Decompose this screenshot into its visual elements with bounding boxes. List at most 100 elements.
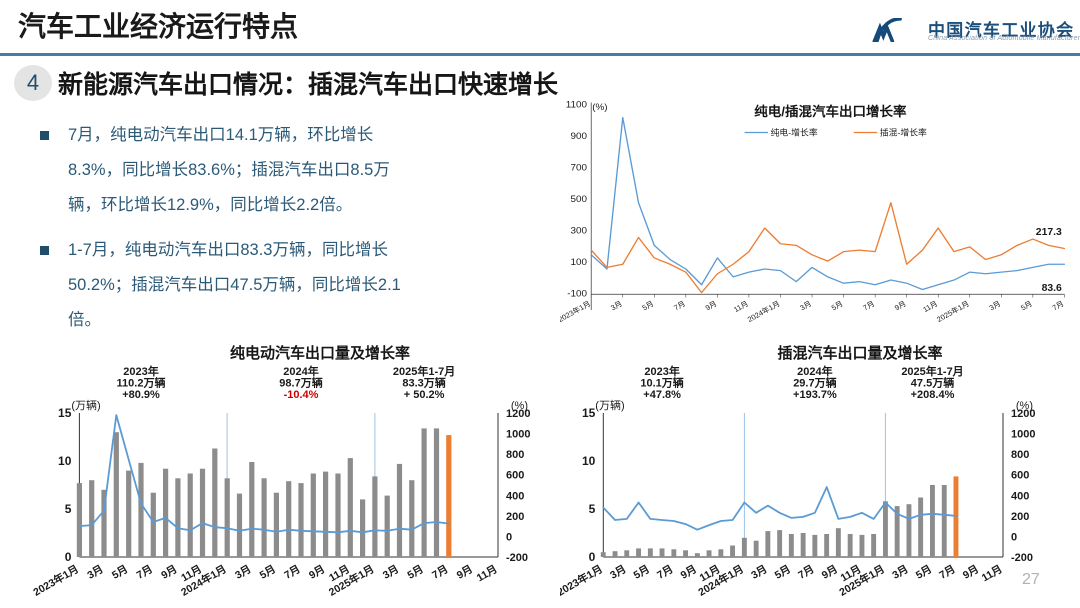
svg-text:2023年: 2023年 — [123, 364, 158, 378]
svg-text:+80.9%: +80.9% — [122, 389, 160, 401]
svg-text:3月: 3月 — [233, 563, 253, 582]
svg-text:3月: 3月 — [988, 299, 1003, 312]
svg-text:800: 800 — [506, 449, 524, 461]
svg-text:7月: 7月 — [672, 299, 687, 312]
svg-text:98.7万辆: 98.7万辆 — [279, 376, 322, 390]
svg-text:7月: 7月 — [796, 563, 816, 582]
svg-text:2024年: 2024年 — [797, 364, 832, 378]
svg-text:2025年1-7月: 2025年1-7月 — [393, 364, 455, 378]
svg-text:2025年1月: 2025年1月 — [935, 299, 971, 324]
svg-text:3月: 3月 — [609, 299, 624, 312]
svg-text:-100: -100 — [567, 289, 587, 300]
svg-text:3月: 3月 — [85, 563, 105, 582]
svg-text:11月: 11月 — [921, 299, 939, 314]
svg-text:9月: 9月 — [893, 299, 908, 312]
svg-text:5月: 5月 — [914, 563, 934, 582]
svg-text:0: 0 — [65, 550, 72, 564]
svg-text:7月: 7月 — [1051, 299, 1066, 312]
svg-text:100: 100 — [571, 257, 588, 268]
svg-text:7月: 7月 — [937, 563, 957, 582]
svg-text:2024年1月: 2024年1月 — [746, 299, 782, 324]
svg-text:2024年: 2024年 — [283, 364, 318, 378]
svg-text:+208.4%: +208.4% — [911, 389, 955, 401]
svg-text:2025年1-7月: 2025年1-7月 — [901, 364, 963, 378]
svg-text:500: 500 — [571, 194, 588, 205]
svg-text:5: 5 — [65, 502, 72, 516]
svg-text:10: 10 — [582, 454, 596, 468]
svg-text:2023年1月: 2023年1月 — [560, 299, 592, 324]
svg-text:300: 300 — [571, 226, 588, 237]
svg-text:5月: 5月 — [405, 563, 425, 582]
svg-text:110.2万辆: 110.2万辆 — [117, 376, 166, 390]
svg-text:11月: 11月 — [732, 299, 750, 314]
svg-text:9月: 9月 — [455, 563, 475, 582]
svg-text:1200: 1200 — [506, 408, 530, 420]
svg-text:1200: 1200 — [1011, 408, 1035, 420]
svg-text:800: 800 — [1011, 449, 1029, 461]
svg-text:(万辆): (万辆) — [595, 398, 624, 412]
svg-text:+193.7%: +193.7% — [793, 389, 837, 401]
svg-text:插混-增长率: 插混-增长率 — [880, 127, 927, 138]
svg-text:(万辆): (万辆) — [71, 398, 100, 412]
svg-text:400: 400 — [1011, 490, 1029, 502]
svg-text:7月: 7月 — [655, 563, 675, 582]
svg-text:0: 0 — [506, 531, 512, 543]
svg-text:5月: 5月 — [110, 563, 130, 582]
svg-text:47.5万辆: 47.5万辆 — [911, 376, 954, 390]
svg-text:5: 5 — [589, 502, 596, 516]
svg-text:9月: 9月 — [159, 563, 179, 582]
svg-text:0: 0 — [1011, 531, 1017, 543]
svg-text:-200: -200 — [506, 552, 528, 564]
svg-text:29.7万辆: 29.7万辆 — [793, 376, 836, 390]
svg-text:9月: 9月 — [679, 563, 699, 582]
svg-text:10.1万辆: 10.1万辆 — [640, 376, 683, 390]
svg-text:5月: 5月 — [258, 563, 278, 582]
svg-text:200: 200 — [506, 511, 524, 523]
svg-text:600: 600 — [506, 470, 524, 482]
svg-text:3月: 3月 — [381, 563, 401, 582]
svg-text:15: 15 — [582, 406, 596, 420]
svg-text:+ 50.2%: + 50.2% — [404, 389, 445, 401]
svg-text:400: 400 — [506, 490, 524, 502]
svg-text:11月: 11月 — [980, 563, 1005, 584]
svg-text:插混汽车出口量及增长率: 插混汽车出口量及增长率 — [777, 345, 942, 362]
svg-text:7月: 7月 — [430, 563, 450, 582]
svg-text:9月: 9月 — [704, 299, 719, 312]
svg-text:83.6: 83.6 — [1042, 283, 1063, 294]
svg-text:200: 200 — [1011, 511, 1029, 523]
svg-text:-10.4%: -10.4% — [284, 389, 319, 401]
svg-text:7月: 7月 — [282, 563, 302, 582]
svg-text:2023年1月: 2023年1月 — [560, 562, 605, 598]
svg-text:700: 700 — [571, 163, 588, 174]
svg-text:7月: 7月 — [135, 563, 155, 582]
svg-text:15: 15 — [58, 406, 72, 420]
svg-text:900: 900 — [571, 131, 588, 142]
svg-text:10: 10 — [58, 454, 72, 468]
svg-text:83.3万辆: 83.3万辆 — [402, 376, 445, 390]
svg-text:5月: 5月 — [830, 299, 845, 312]
svg-text:217.3: 217.3 — [1036, 227, 1062, 238]
svg-text:3月: 3月 — [608, 563, 628, 582]
svg-text:5月: 5月 — [1019, 299, 1034, 312]
svg-text:9月: 9月 — [961, 563, 981, 582]
svg-text:1000: 1000 — [506, 429, 530, 441]
svg-text:1000: 1000 — [1011, 429, 1035, 441]
svg-text:2023年: 2023年 — [644, 364, 679, 378]
svg-text:3月: 3月 — [749, 563, 769, 582]
svg-text:600: 600 — [1011, 470, 1029, 482]
svg-text:(%): (%) — [592, 102, 607, 113]
svg-text:纯电/插混汽车出口增长率: 纯电/插混汽车出口增长率 — [754, 103, 906, 119]
svg-text:3月: 3月 — [798, 299, 813, 312]
svg-text:5月: 5月 — [773, 563, 793, 582]
svg-text:3月: 3月 — [890, 563, 910, 582]
svg-text:11月: 11月 — [475, 563, 500, 584]
svg-text:1100: 1100 — [566, 100, 588, 111]
svg-text:纯电动汽车出口量及增长率: 纯电动汽车出口量及增长率 — [230, 345, 410, 362]
svg-text:9月: 9月 — [820, 563, 840, 582]
svg-text:7月: 7月 — [861, 299, 876, 312]
svg-text:9月: 9月 — [307, 563, 327, 582]
svg-text:2023年1月: 2023年1月 — [31, 562, 81, 598]
svg-text:5月: 5月 — [641, 299, 656, 312]
svg-text:纯电-增长率: 纯电-增长率 — [771, 127, 818, 138]
svg-text:-200: -200 — [1011, 552, 1033, 564]
